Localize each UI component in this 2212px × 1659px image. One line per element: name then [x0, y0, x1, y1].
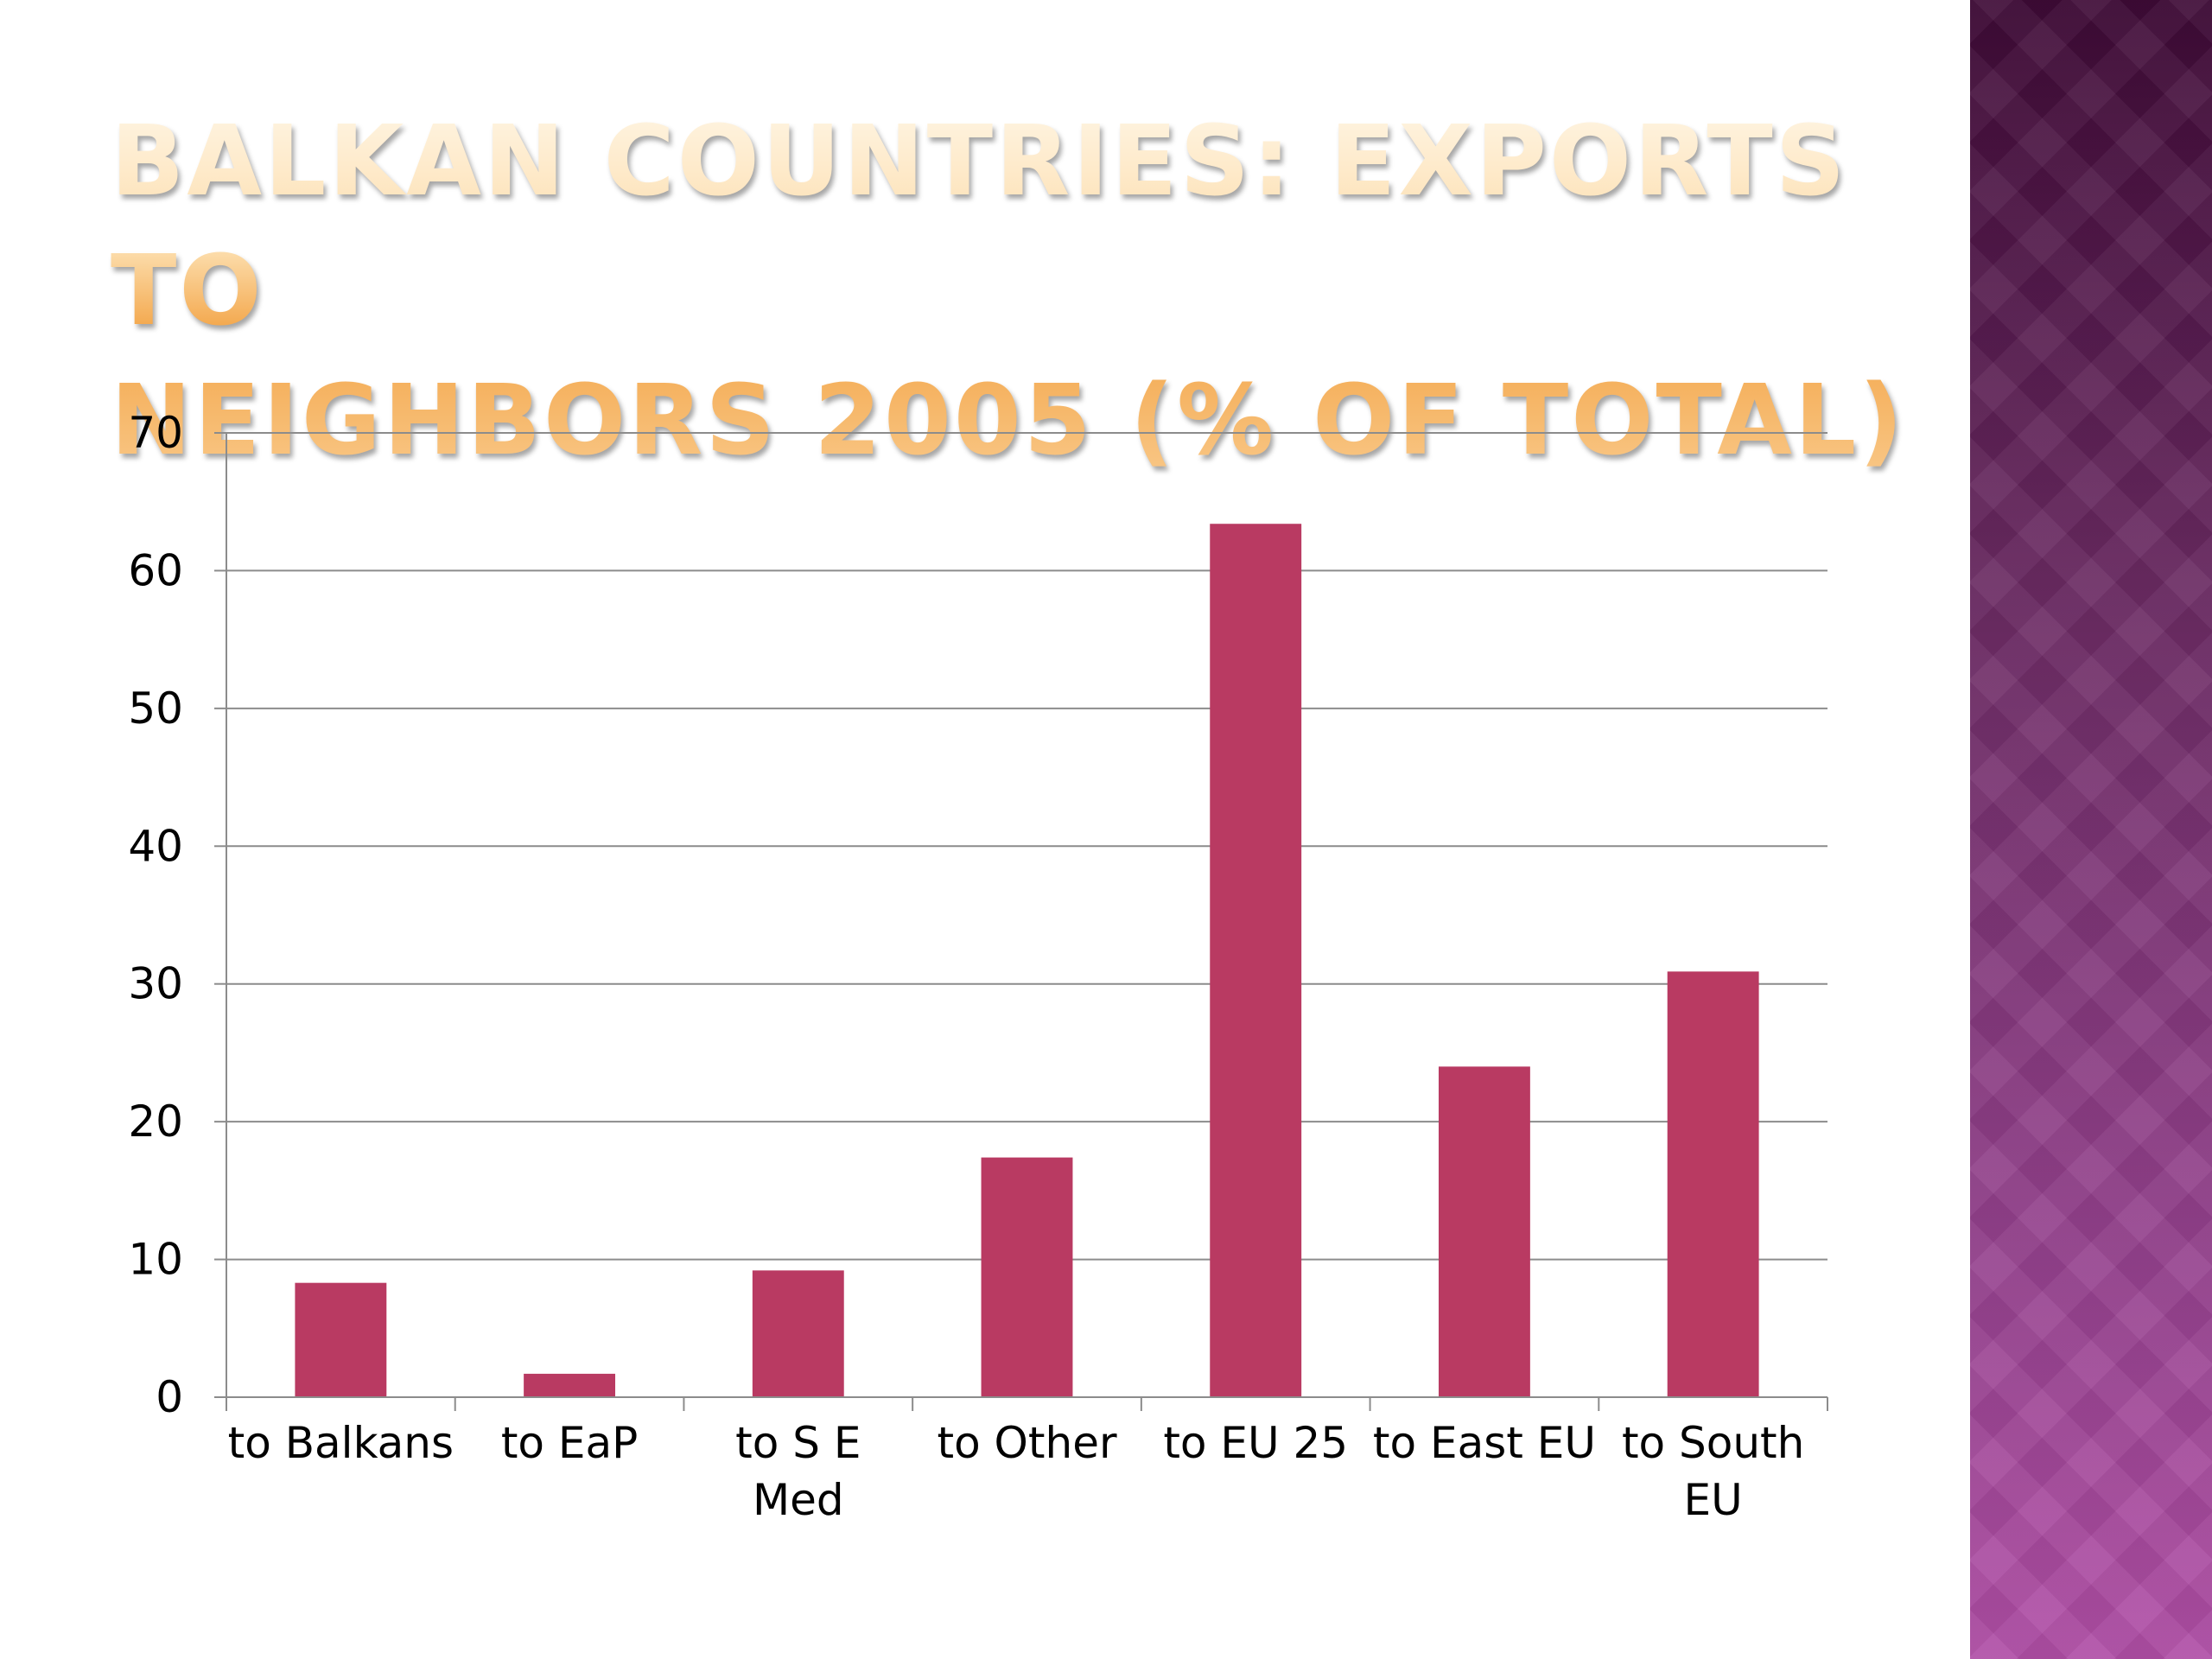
- x-tick-label-to-s-e-med: to S E Med: [735, 1418, 861, 1525]
- bar-to-east-eu: [1438, 1066, 1530, 1397]
- bar-to-eap: [524, 1373, 616, 1397]
- bar-to-other: [981, 1157, 1073, 1397]
- x-tick-label-to-eu-25: to EU 25: [1163, 1418, 1348, 1468]
- slide-title: Balkan Countries: Exports to neighbors 2…: [111, 97, 1925, 486]
- y-tick-label-40: 40: [128, 821, 183, 871]
- bar-to-s-e-med: [752, 1270, 844, 1397]
- y-tick-label-70: 70: [128, 408, 183, 458]
- grid-lines: [226, 432, 1827, 1261]
- y-tick-label-50: 50: [128, 683, 183, 734]
- bar-to-balkans: [295, 1282, 387, 1397]
- x-tick-label-to-other: to Other: [937, 1418, 1117, 1468]
- y-tick-label-10: 10: [128, 1235, 183, 1285]
- x-tick-label-to-south-eu: to South EU: [1622, 1418, 1804, 1525]
- axes: [214, 432, 1828, 1411]
- y-tick-label-20: 20: [128, 1096, 183, 1147]
- decorative-side-band: [1970, 0, 2212, 1659]
- x-tick-label-to-eap: to EaP: [501, 1418, 638, 1468]
- y-tick-label-30: 30: [128, 959, 183, 1009]
- x-tick-label-to-balkans: to Balkans: [228, 1418, 454, 1468]
- bar-to-south-eu: [1667, 971, 1759, 1397]
- x-tick-label-to-east-eu: to East EU: [1373, 1418, 1596, 1468]
- y-tick-label-60: 60: [128, 545, 183, 595]
- y-tick-label-0: 0: [156, 1372, 183, 1422]
- x-tick-labels: to Balkans to EaP to S E Med to Other to EU 2…: [228, 1418, 1805, 1525]
- bar-to-eu-25: [1210, 524, 1302, 1397]
- bars: [295, 524, 1759, 1397]
- y-tick-labels: 0 10 20 30 40 50 60 70: [128, 408, 183, 1422]
